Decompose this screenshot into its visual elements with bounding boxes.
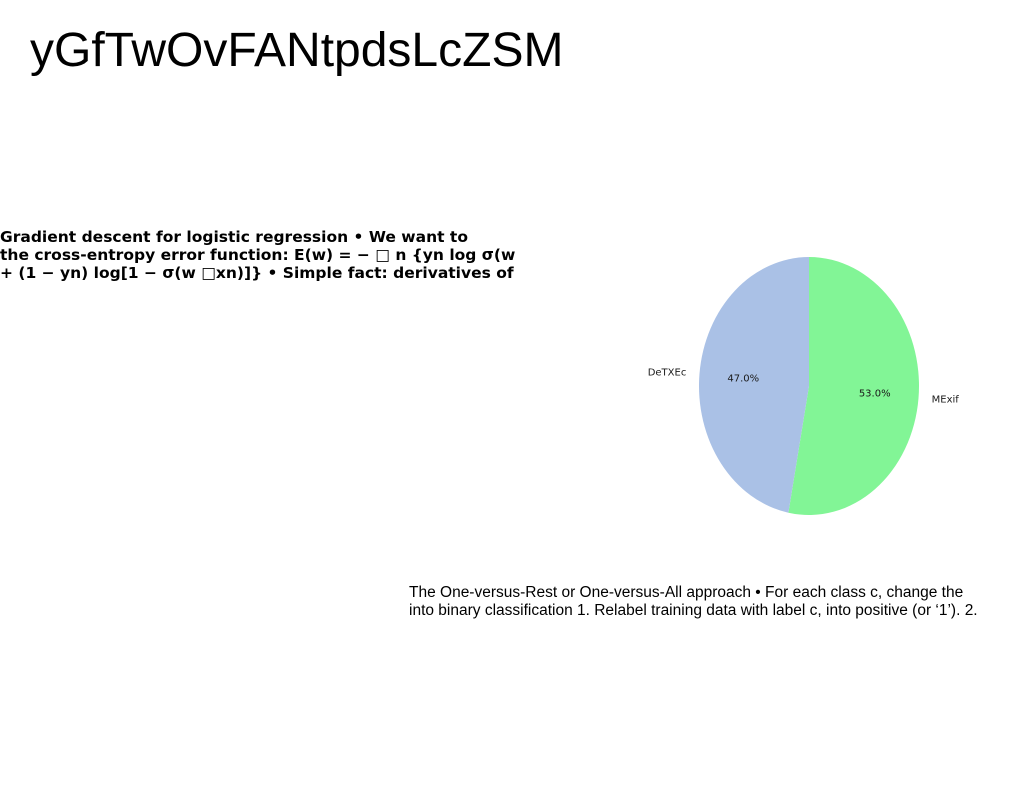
pie-category-label: DeTXEc [648, 367, 687, 378]
left-text-block: Gradient descent for logistic regression… [0, 228, 540, 282]
bottom-text-block: The One-versus-Rest or One-versus-All ap… [409, 584, 1019, 620]
pie-slice-mexif [788, 257, 920, 515]
left-text-line: + (1 − yn) log[1 − σ(w □xn)]} • Simple f… [0, 264, 514, 282]
bottom-text-line: The One-versus-Rest or One-versus-All ap… [409, 584, 964, 601]
pie-slices [699, 257, 920, 515]
pie-labels: 53.0% MExif 47.0% DeTXEc [648, 367, 960, 405]
pie-percent-label: 47.0% [727, 374, 759, 385]
left-text-line: the cross-entropy error function: E(w) =… [0, 246, 516, 264]
left-text-line: Gradient descent for logistic regression… [0, 228, 468, 246]
pie-chart: 53.0% MExif 47.0% DeTXEc [648, 257, 960, 515]
page-title: yGfTwOvFANtpdsLcZSM [30, 24, 564, 77]
pie-category-label: MExif [932, 395, 960, 406]
pie-percent-label: 53.0% [859, 388, 891, 399]
bottom-text-line: into binary classification 1. Relabel tr… [409, 602, 978, 619]
pie-slice-detxec [699, 257, 809, 513]
